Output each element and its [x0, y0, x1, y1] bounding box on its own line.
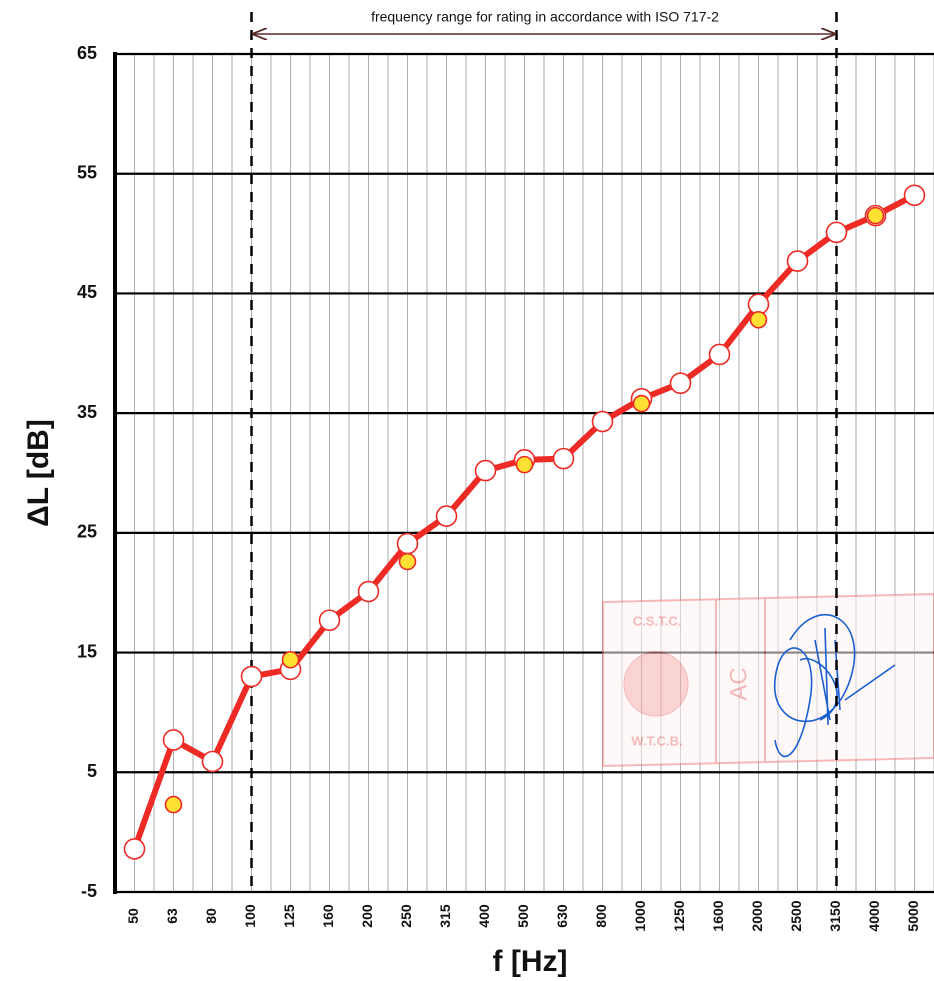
point [825, 221, 848, 244]
x-tick-label: 400 [476, 904, 492, 928]
x-tick-label: 5000 [905, 900, 921, 931]
x-tick-label: 3150 [827, 900, 843, 931]
x-tick-label: 250 [398, 904, 414, 928]
point [164, 795, 183, 814]
stamp-text: AC [725, 667, 752, 700]
x-tick-label: 2500 [788, 900, 804, 931]
x-tick-label: 1600 [710, 900, 726, 931]
point [669, 372, 692, 395]
stamp-seal [623, 651, 689, 717]
y-tick-label: 25 [77, 522, 97, 542]
y-tick-label: 35 [77, 402, 97, 422]
x-tick-label: 100 [242, 904, 258, 928]
x-tick-label: 160 [320, 904, 336, 928]
point [903, 184, 926, 207]
signature [774, 613, 896, 758]
point [318, 609, 341, 632]
x-tick-label: 800 [593, 904, 609, 928]
point [281, 650, 300, 669]
annotation: frequency range for rating in accordance… [371, 9, 719, 25]
x-tick-label: 1000 [632, 900, 648, 931]
x-tick-label: 125 [281, 904, 297, 928]
point [201, 750, 224, 773]
x-tick-label: 315 [437, 904, 453, 928]
y-tick-label: 5 [87, 761, 97, 781]
x-tick-label: 1250 [671, 900, 687, 931]
point [123, 838, 146, 860]
point [591, 410, 614, 433]
point [786, 250, 809, 272]
x-tick-label: 80 [203, 908, 219, 924]
signature-stroke [799, 627, 896, 726]
point [435, 505, 458, 527]
point [357, 580, 380, 603]
point [749, 310, 768, 329]
point [398, 552, 417, 571]
grid: -5 5 15 25 35 45 55 65 50 63 80 100 125 160 200 250 315 4… [77, 43, 934, 932]
point [708, 343, 731, 366]
stamp: C.S.T.C. W.T.C.B. AC [602, 592, 934, 768]
y-tick-label: -5 [81, 881, 97, 901]
y-tick-label: 15 [77, 641, 97, 661]
x-tick-label: 200 [359, 904, 375, 928]
x-axis-label: f [Hz] [493, 945, 568, 978]
y-tick-label: 65 [77, 43, 97, 63]
point [552, 447, 575, 470]
y-axis-label: ΔL [dB] [22, 419, 55, 527]
point [866, 206, 885, 225]
stamp-text: W.T.C.B. [631, 733, 682, 748]
point [162, 729, 185, 751]
x-tick-label: 63 [164, 908, 180, 924]
x-tick-label: 630 [554, 904, 570, 928]
plot [123, 12, 926, 892]
y-tick-label: 45 [77, 282, 97, 302]
x-tick-label: 50 [125, 908, 141, 924]
point [396, 532, 419, 555]
point [632, 394, 651, 413]
y-tick-label: 55 [77, 162, 97, 182]
point [240, 665, 263, 688]
stamp-text: C.S.T.C. [633, 613, 681, 628]
signature-stroke [774, 613, 856, 758]
x-tick-label: 500 [515, 904, 531, 928]
x-tick-label: 2000 [749, 900, 765, 931]
point [474, 459, 497, 482]
x-tick-label: 4000 [866, 900, 882, 931]
point [515, 455, 534, 474]
